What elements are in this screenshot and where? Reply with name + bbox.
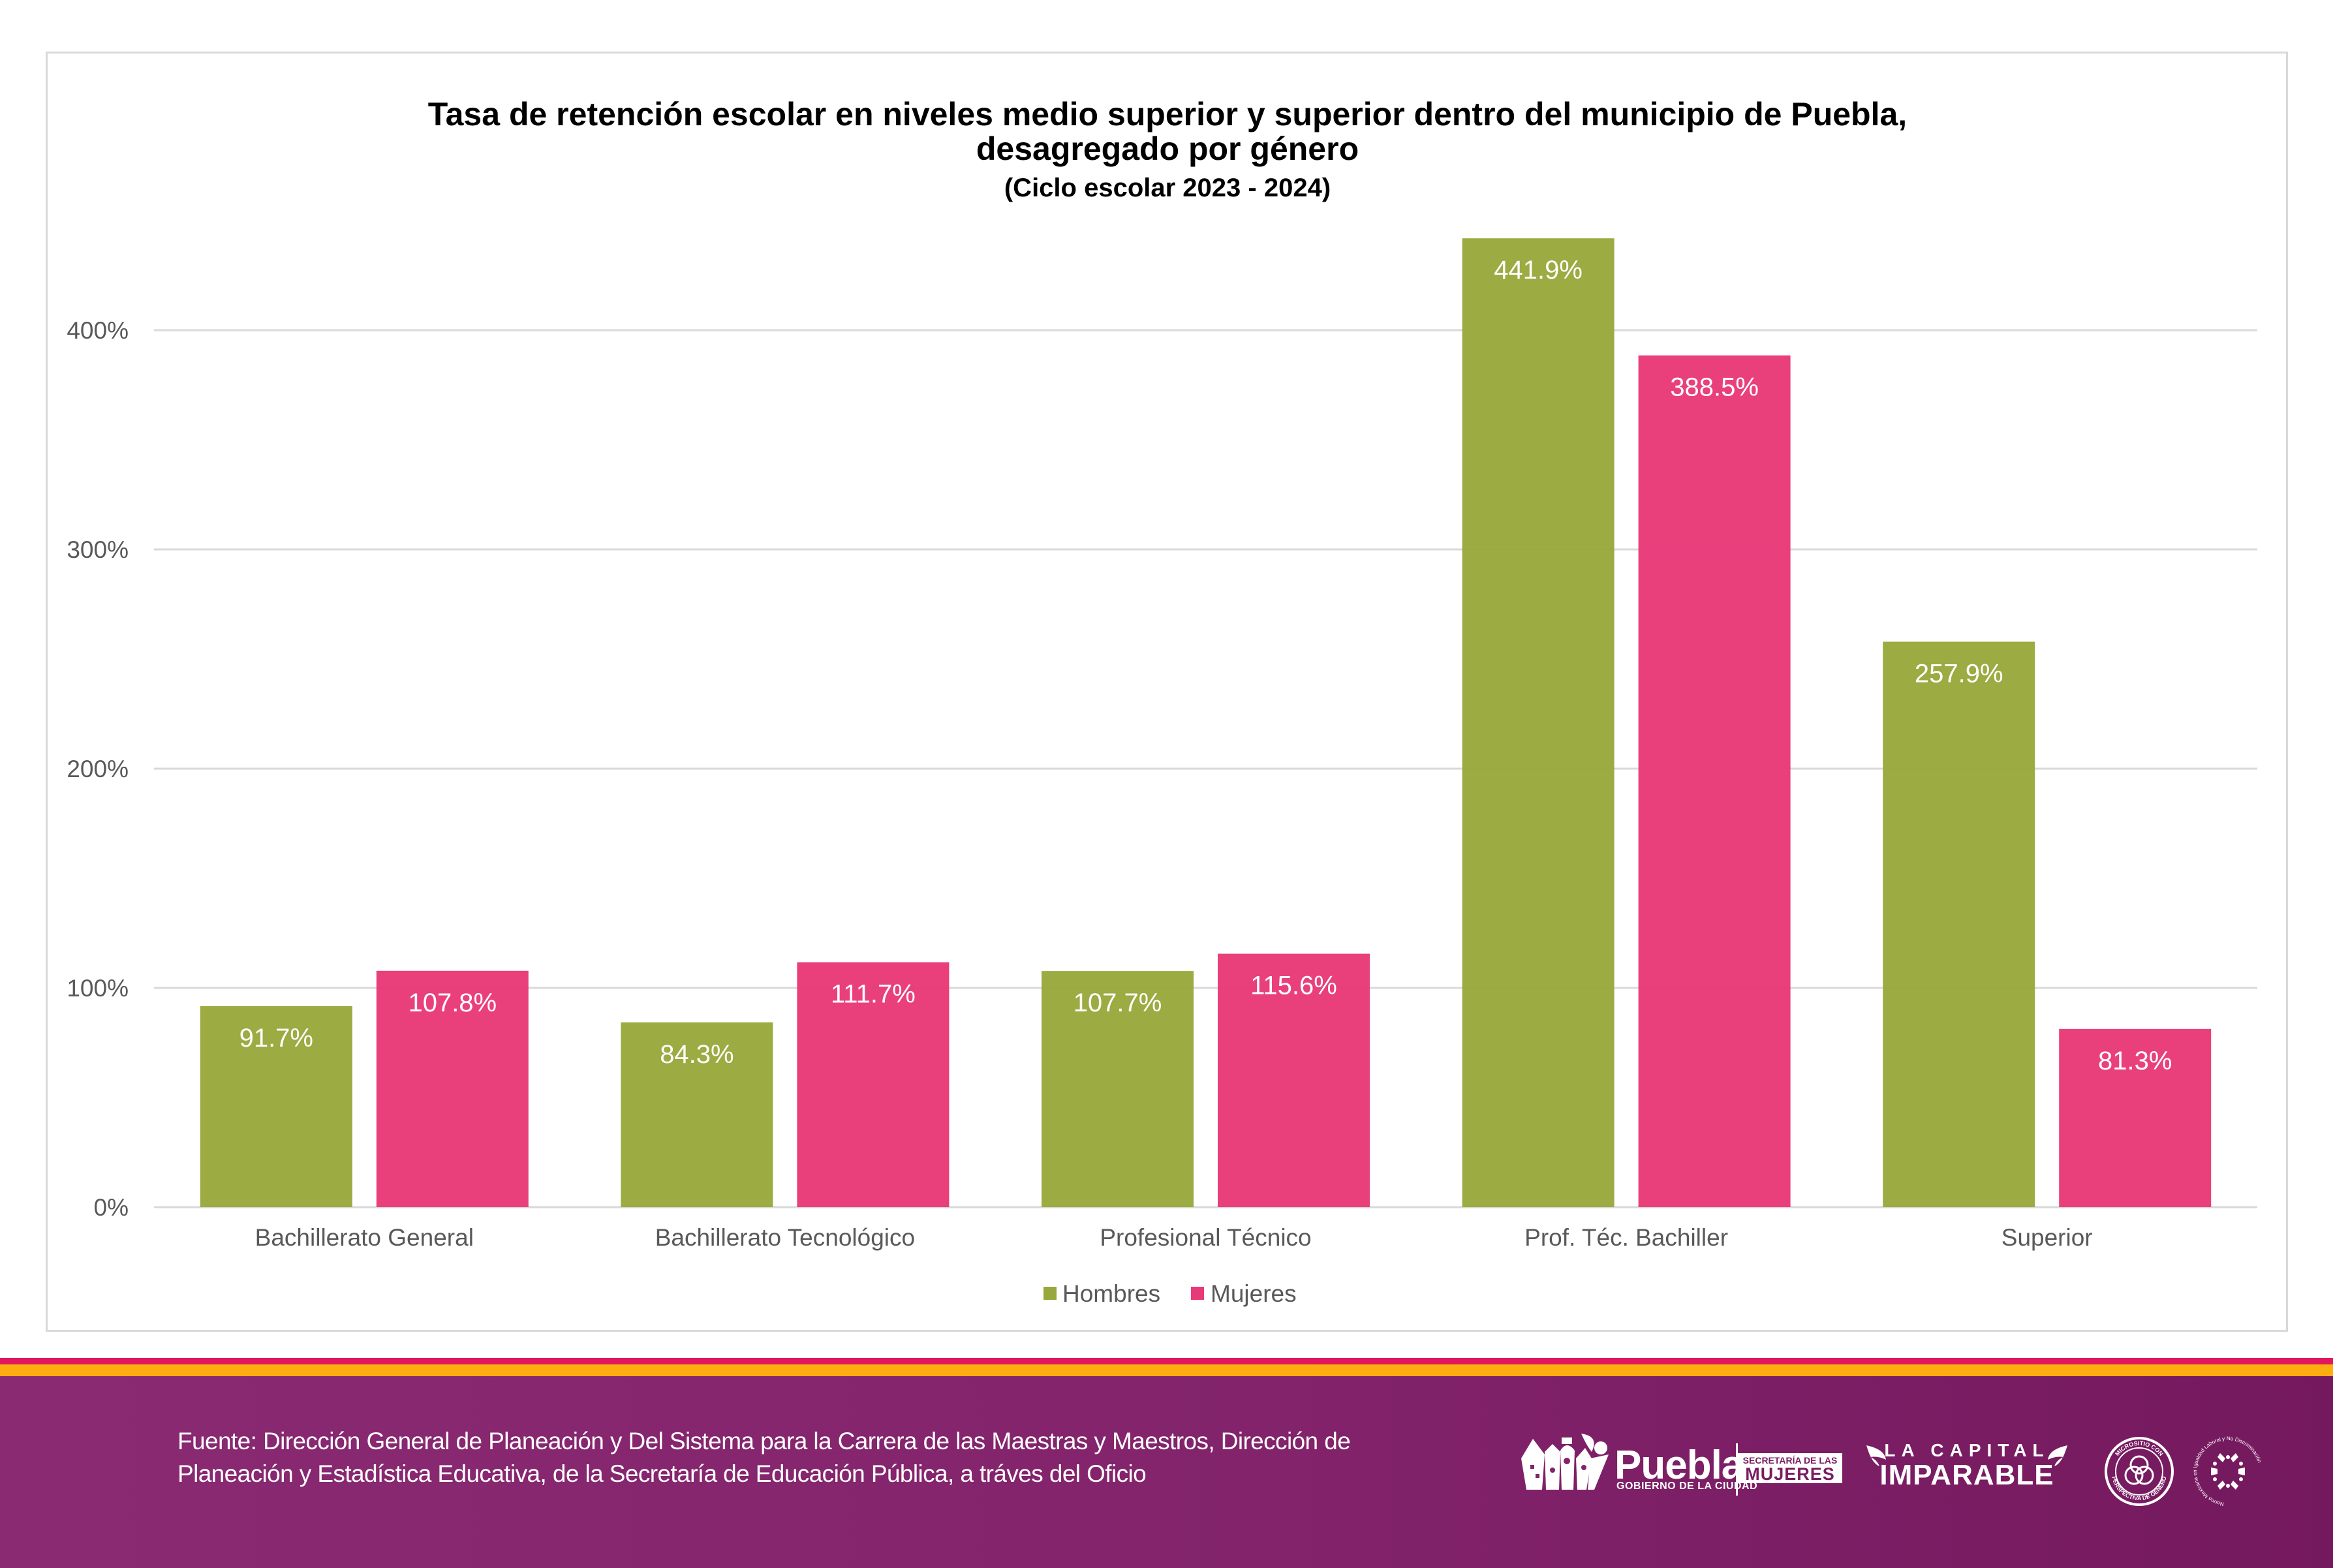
bar-hombres-4: [1883, 641, 2035, 1207]
capital-imparable-logo: LA CAPITAL IMPARABLE: [1865, 1440, 2069, 1490]
bar-hombres-3: [1462, 238, 1615, 1207]
stripe-pink: [0, 1358, 2333, 1364]
bar-mujeres-0: [376, 970, 529, 1207]
legend-swatch-mujeres: [1191, 1287, 1204, 1300]
wing-right-icon: [2048, 1445, 2067, 1466]
norma-igualdad-seal-icon: Norma Mexicana en Igualdad Laboral y No …: [2192, 1436, 2263, 1507]
capital-line2: IMPARABLE: [1879, 1459, 2054, 1491]
bars: [200, 238, 2212, 1207]
source-note: Fuente: Dirección General de Planeación …: [178, 1428, 1351, 1487]
stripe-orange: [0, 1364, 2333, 1376]
footer: Fuente: Dirección General de Planeación …: [0, 1376, 2333, 1568]
data-labels: 91.7% 107.8% 84.3% 111.7% 107.7% 115.6% 441.9%…: [239, 256, 2172, 1075]
y-tick-label: 0%: [94, 1194, 129, 1221]
bar-mujeres-1: [797, 962, 950, 1207]
bar-hombres-2: [1042, 971, 1194, 1207]
chart-subtitle: (Ciclo escolar 2023 - 2024): [1004, 174, 1331, 202]
chart-frame: Tasa de retención escolar en niveles med…: [46, 52, 2288, 1332]
puebla-logo-subtitle: GOBIERNO DE LA CIUDAD: [1616, 1481, 1758, 1492]
chart-title-line2: desagregado por género: [976, 131, 1359, 167]
x-category-label: Superior: [2001, 1224, 2093, 1251]
y-tick-label: 200%: [67, 756, 129, 782]
x-category-label: Prof. Téc. Bachiller: [1524, 1224, 1728, 1251]
data-label-mujeres-2: 115.6%: [1250, 972, 1337, 1000]
logo-divider: [1736, 1443, 1738, 1496]
puebla-city-icon: [1521, 1434, 1609, 1490]
capital-line1: LA CAPITAL: [1884, 1440, 2050, 1460]
x-category-label: Profesional Técnico: [1100, 1224, 1311, 1251]
data-label-mujeres-1: 111.7%: [831, 980, 916, 1009]
data-label-hombres-2: 107.7%: [1074, 989, 1162, 1017]
puebla-logo-text: Puebla: [1615, 1443, 1744, 1488]
y-tick-label: 400%: [67, 317, 129, 344]
legend-label-hombres: Hombres: [1062, 1280, 1160, 1307]
bar-mujeres-4: [2059, 1028, 2212, 1207]
bar-hombres-1: [621, 1022, 773, 1207]
svg-text:Norma Mexicana en Igualdad Lab: Norma Mexicana en Igualdad Laboral y No …: [2192, 1436, 2263, 1507]
y-tick-label: 300%: [67, 536, 129, 563]
data-label-mujeres-0: 107.8%: [408, 989, 497, 1017]
bar-mujeres-2: [1218, 953, 1370, 1207]
data-label-mujeres-4: 81.3%: [2098, 1047, 2172, 1075]
legend-label-mujeres: Mujeres: [1211, 1280, 1297, 1307]
data-label-hombres-4: 257.9%: [1915, 659, 2003, 688]
bar-mujeres-3: [1638, 355, 1791, 1207]
y-axis-ticks: 0% 100% 200% 300% 400%: [67, 317, 129, 1221]
legend: Hombres Mujeres: [1043, 1280, 1297, 1307]
x-category-label: Bachillerato General: [255, 1224, 474, 1251]
chart-title: Tasa de retención escolar en niveles med…: [428, 96, 1907, 132]
secretaria-mujeres-logo: SECRETARÍA DE LAS MUJERES: [1738, 1453, 1842, 1483]
micrositio-genero-seal-icon: MICROSITIO CON PERSPECTIVA DE GÉNERO: [2105, 1437, 2174, 1506]
x-axis-categories: Bachillerato General Bachillerato Tecnoló…: [255, 1224, 2093, 1251]
wing-left-icon: [1866, 1445, 1886, 1466]
secretaria-mujeres-line2: MUJERES: [1745, 1464, 1835, 1484]
data-label-mujeres-3: 388.5%: [1670, 373, 1759, 402]
x-category-label: Bachillerato Tecnológico: [655, 1224, 915, 1251]
data-label-hombres-1: 84.3%: [660, 1040, 734, 1069]
norma-text: Norma Mexicana en Igualdad Laboral y No …: [2192, 1436, 2263, 1507]
bar-chart: Tasa de retención escolar en niveles med…: [67, 96, 2257, 1307]
y-tick-label: 100%: [67, 975, 129, 1002]
legend-swatch-hombres: [1043, 1287, 1057, 1300]
data-label-hombres-3: 441.9%: [1494, 256, 1583, 284]
secretaria-mujeres-line1: SECRETARÍA DE LAS: [1742, 1455, 1838, 1466]
bar-hombres-0: [200, 1006, 352, 1207]
data-label-hombres-0: 91.7%: [239, 1024, 313, 1053]
